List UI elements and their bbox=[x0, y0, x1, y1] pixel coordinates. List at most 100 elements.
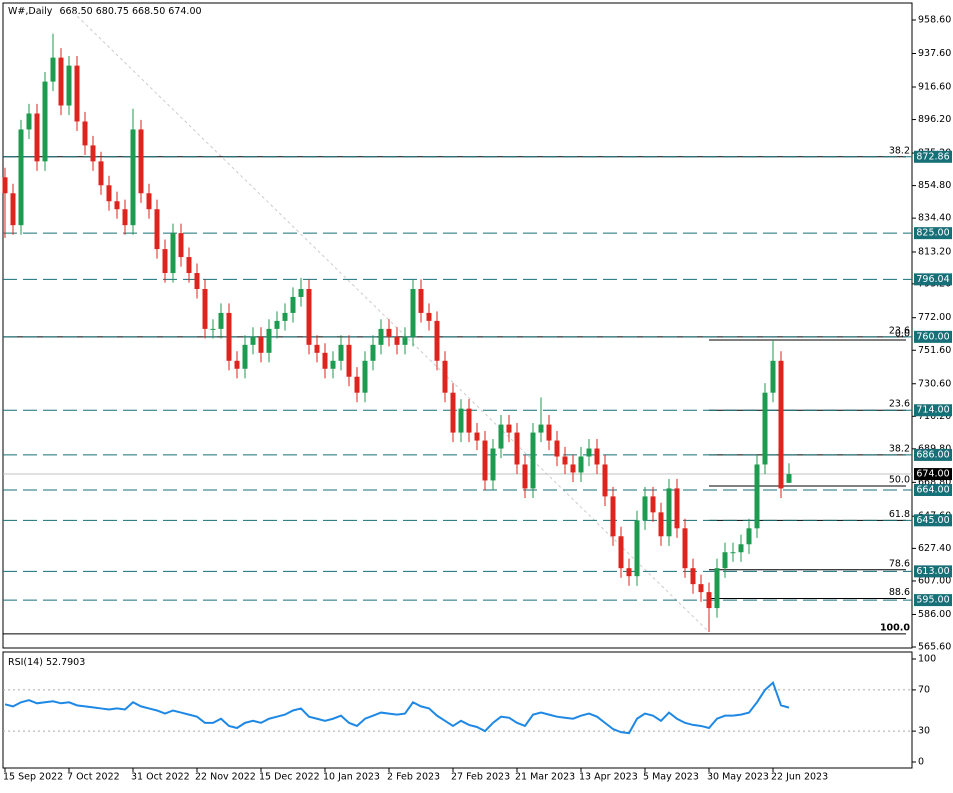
level-tag-label: 613.00 bbox=[916, 566, 949, 577]
y-tick-label: 854.80 bbox=[918, 180, 951, 191]
candle-body bbox=[306, 288, 312, 345]
candle-body bbox=[90, 145, 96, 162]
level-tag bbox=[914, 227, 952, 240]
fib-label: 0.0 bbox=[895, 329, 910, 340]
candle-body bbox=[594, 448, 600, 465]
candle-body bbox=[586, 448, 592, 457]
candle-body bbox=[658, 512, 664, 537]
candle-body bbox=[50, 57, 56, 82]
x-tick-label: 15 Sep 2022 bbox=[3, 772, 63, 783]
candle-body bbox=[666, 488, 672, 537]
candle-body bbox=[162, 249, 168, 274]
y-tick-label: 958.60 bbox=[918, 15, 951, 26]
candle-body bbox=[610, 496, 616, 537]
x-tick-label: 13 Apr 2023 bbox=[579, 772, 638, 783]
candle-body bbox=[458, 408, 464, 433]
main-panel bbox=[2, 2, 913, 649]
level-tag-label: 825.00 bbox=[916, 228, 949, 239]
candle-body bbox=[314, 344, 320, 353]
candle-body bbox=[10, 193, 16, 226]
candle-body bbox=[506, 424, 512, 433]
candle-body bbox=[338, 344, 344, 361]
y-tick-label: 751.60 bbox=[918, 345, 951, 356]
level-tag bbox=[914, 484, 952, 497]
candle-body bbox=[690, 568, 696, 585]
candle-body bbox=[122, 209, 128, 226]
level-tag bbox=[914, 514, 952, 527]
level-tag-label: 760.00 bbox=[916, 331, 949, 342]
rsi-line bbox=[4, 680, 790, 735]
candle-body bbox=[770, 360, 776, 393]
level-tag-label: 674.00 bbox=[916, 469, 949, 480]
candle-body bbox=[274, 320, 280, 329]
candle-body bbox=[402, 336, 408, 345]
candle-body bbox=[138, 129, 144, 194]
candle-body bbox=[226, 312, 232, 361]
x-tick-label: 22 Jun 2023 bbox=[771, 772, 828, 783]
candle-body bbox=[602, 464, 608, 497]
rsi-header: RSI(14) 52.7903 bbox=[8, 657, 85, 668]
candle-body bbox=[178, 233, 184, 258]
candle-body bbox=[154, 209, 160, 250]
x-tick-label: 30 May 2023 bbox=[707, 772, 769, 783]
candle-body bbox=[194, 273, 200, 289]
candle-body bbox=[442, 360, 448, 393]
candle-body bbox=[258, 336, 264, 353]
candle-body bbox=[370, 344, 376, 361]
x-tick-label: 15 Dec 2022 bbox=[259, 772, 320, 783]
ohlc-low: 668.50 bbox=[132, 6, 165, 17]
candle-body bbox=[330, 360, 336, 369]
candle-body bbox=[34, 113, 40, 162]
candle-body bbox=[642, 496, 648, 521]
candle-body bbox=[74, 65, 80, 122]
fib-label: 23.6 bbox=[889, 399, 910, 410]
candle-body bbox=[634, 520, 640, 577]
y-tick-label: 627.40 bbox=[918, 543, 951, 554]
level-tag bbox=[914, 404, 952, 417]
y-tick-label: 730.60 bbox=[918, 378, 951, 389]
candle-body bbox=[130, 129, 136, 226]
candle-body bbox=[82, 121, 88, 146]
candle-body bbox=[466, 408, 472, 433]
fib-label: 88.6 bbox=[889, 587, 910, 598]
candle-body bbox=[282, 312, 288, 321]
candle-body bbox=[2, 177, 8, 194]
candle-body bbox=[730, 552, 736, 554]
y-tick-label: 916.60 bbox=[918, 82, 951, 93]
candle-body bbox=[426, 312, 432, 321]
level-tag bbox=[914, 273, 952, 286]
level-tag bbox=[914, 330, 952, 343]
candle-body bbox=[714, 568, 720, 609]
candle-body bbox=[746, 528, 752, 545]
candle-body bbox=[530, 432, 536, 489]
candle-body bbox=[242, 344, 248, 369]
candle-body bbox=[546, 424, 552, 441]
ohlc-open: 668.50 bbox=[59, 6, 92, 17]
candle-body bbox=[626, 568, 632, 577]
candle-body bbox=[394, 336, 400, 345]
candle-body bbox=[514, 432, 520, 465]
candle-body bbox=[418, 288, 424, 313]
candle-body bbox=[578, 456, 584, 473]
candle-body bbox=[346, 344, 352, 377]
x-tick-label: 22 Nov 2022 bbox=[195, 772, 256, 783]
fib-label: 23.6 bbox=[889, 325, 910, 336]
fib-label: 38.2 bbox=[889, 145, 910, 156]
candle-body bbox=[538, 424, 544, 433]
candle-body bbox=[570, 464, 576, 473]
candle-body bbox=[410, 288, 416, 337]
level-tag-label: 686.00 bbox=[916, 449, 949, 460]
candle-body bbox=[18, 129, 24, 226]
y-tick-label: 834.40 bbox=[918, 213, 951, 224]
candle-body bbox=[682, 528, 688, 569]
y-tick-label: 772.00 bbox=[918, 312, 951, 323]
candle-body bbox=[562, 456, 568, 465]
candle-body bbox=[650, 496, 656, 513]
y-tick-label: 586.00 bbox=[918, 609, 951, 620]
level-tag-label: 796.04 bbox=[916, 274, 949, 285]
level-tag-label: 664.00 bbox=[916, 485, 949, 496]
candle-body bbox=[706, 592, 712, 609]
candle-body bbox=[114, 201, 120, 210]
fib-label: 50.0 bbox=[889, 475, 910, 486]
fib-label: 61.8 bbox=[889, 509, 910, 520]
